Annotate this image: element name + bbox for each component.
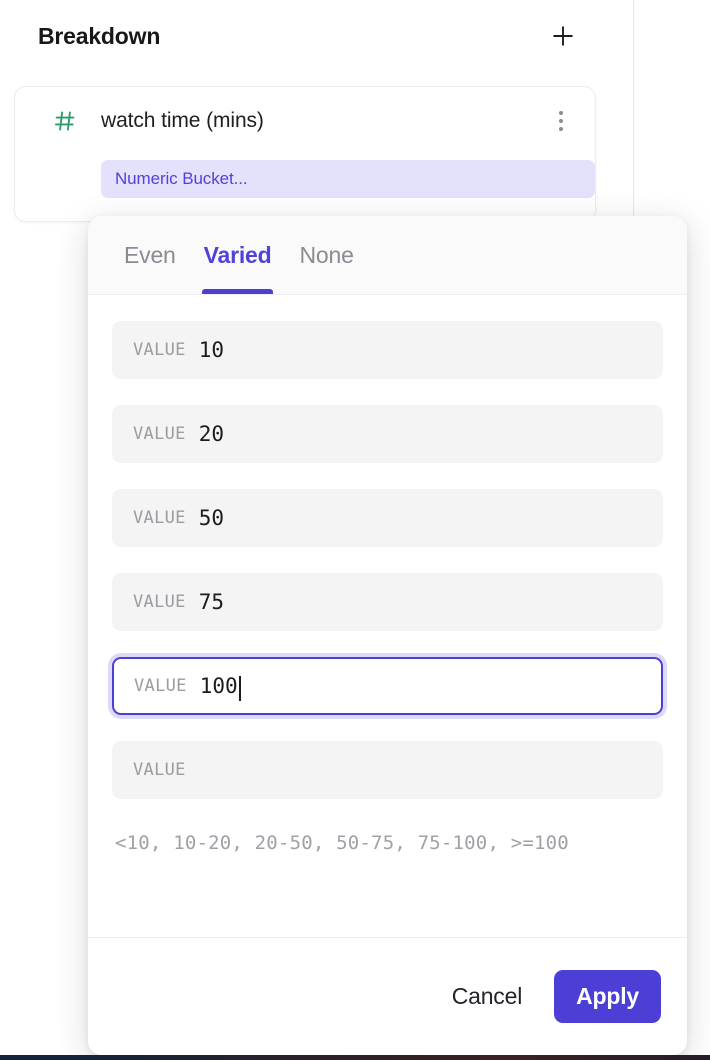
- bucket-value-row[interactable]: VALUE 50: [112, 489, 663, 547]
- cancel-button[interactable]: Cancel: [444, 973, 530, 1020]
- tab-varied[interactable]: Varied: [190, 216, 286, 294]
- value-input[interactable]: 50: [198, 506, 224, 530]
- bucket-value-row-focused[interactable]: VALUE 100: [112, 657, 663, 715]
- numeric-bucket-chip-label: Numeric Bucket...: [115, 169, 248, 188]
- bucket-value-row[interactable]: VALUE 20: [112, 405, 663, 463]
- value-label: VALUE: [133, 424, 186, 444]
- plus-icon: [550, 23, 576, 49]
- modal-footer: Cancel Apply: [88, 937, 687, 1055]
- breakdown-card[interactable]: watch time (mins) Numeric Bucket...: [14, 86, 596, 222]
- value-placeholder: VALUE: [133, 760, 186, 780]
- tab-even[interactable]: Even: [110, 216, 190, 294]
- tab-none[interactable]: None: [285, 216, 367, 294]
- value-input[interactable]: 10: [198, 338, 224, 362]
- more-vertical-icon[interactable]: [549, 106, 573, 136]
- breakdown-card-row: watch time (mins): [15, 103, 595, 139]
- value-input[interactable]: 75: [198, 590, 224, 614]
- numeric-bucket-modal: Even Varied None VALUE 10 VALUE 20: [88, 216, 687, 1055]
- add-breakdown-button[interactable]: [546, 19, 580, 53]
- tab-active-underline: [201, 289, 274, 294]
- tab-even-label: Even: [124, 241, 176, 268]
- bucket-value-row[interactable]: VALUE 10: [112, 321, 663, 379]
- numeric-bucket-chip[interactable]: Numeric Bucket...: [101, 160, 595, 198]
- value-label: VALUE: [133, 592, 186, 612]
- breakdown-header: Breakdown: [0, 0, 600, 72]
- bucket-mode-tabs: Even Varied None: [88, 216, 687, 295]
- bucket-preview-text: <10, 10-20, 20-50, 50-75, 75-100, >=100: [115, 832, 569, 854]
- page-title: Breakdown: [38, 22, 161, 49]
- bucket-value-row-empty[interactable]: VALUE: [112, 741, 663, 799]
- value-input-focused[interactable]: 100: [199, 674, 238, 698]
- value-label: VALUE: [133, 340, 186, 360]
- value-label: VALUE: [134, 676, 187, 696]
- bucket-value-row[interactable]: VALUE 75: [112, 573, 663, 631]
- hash-icon: [53, 109, 81, 133]
- value-input[interactable]: 20: [198, 422, 224, 446]
- tab-none-label: None: [299, 241, 354, 268]
- text-caret: [238, 675, 241, 701]
- apply-button[interactable]: Apply: [554, 970, 661, 1023]
- tab-varied-label: Varied: [203, 241, 272, 268]
- breakdown-field-name: watch time (mins): [101, 109, 264, 132]
- window-bottom-chrome: [0, 1055, 710, 1060]
- value-label: VALUE: [133, 508, 186, 528]
- bucket-values-list: VALUE 10 VALUE 20 VALUE 50 VALUE 75 VALU…: [88, 295, 687, 937]
